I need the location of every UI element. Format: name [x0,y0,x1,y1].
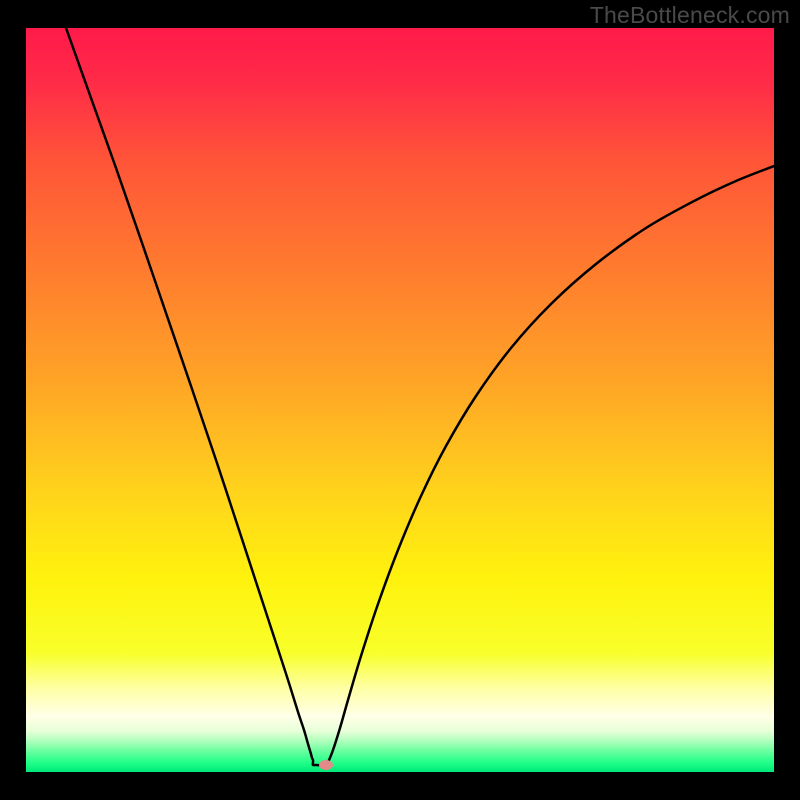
optimal-point-marker [319,760,333,770]
plot-area [26,28,774,772]
watermark-text: TheBottleneck.com [590,2,790,29]
gradient-background [26,28,774,772]
